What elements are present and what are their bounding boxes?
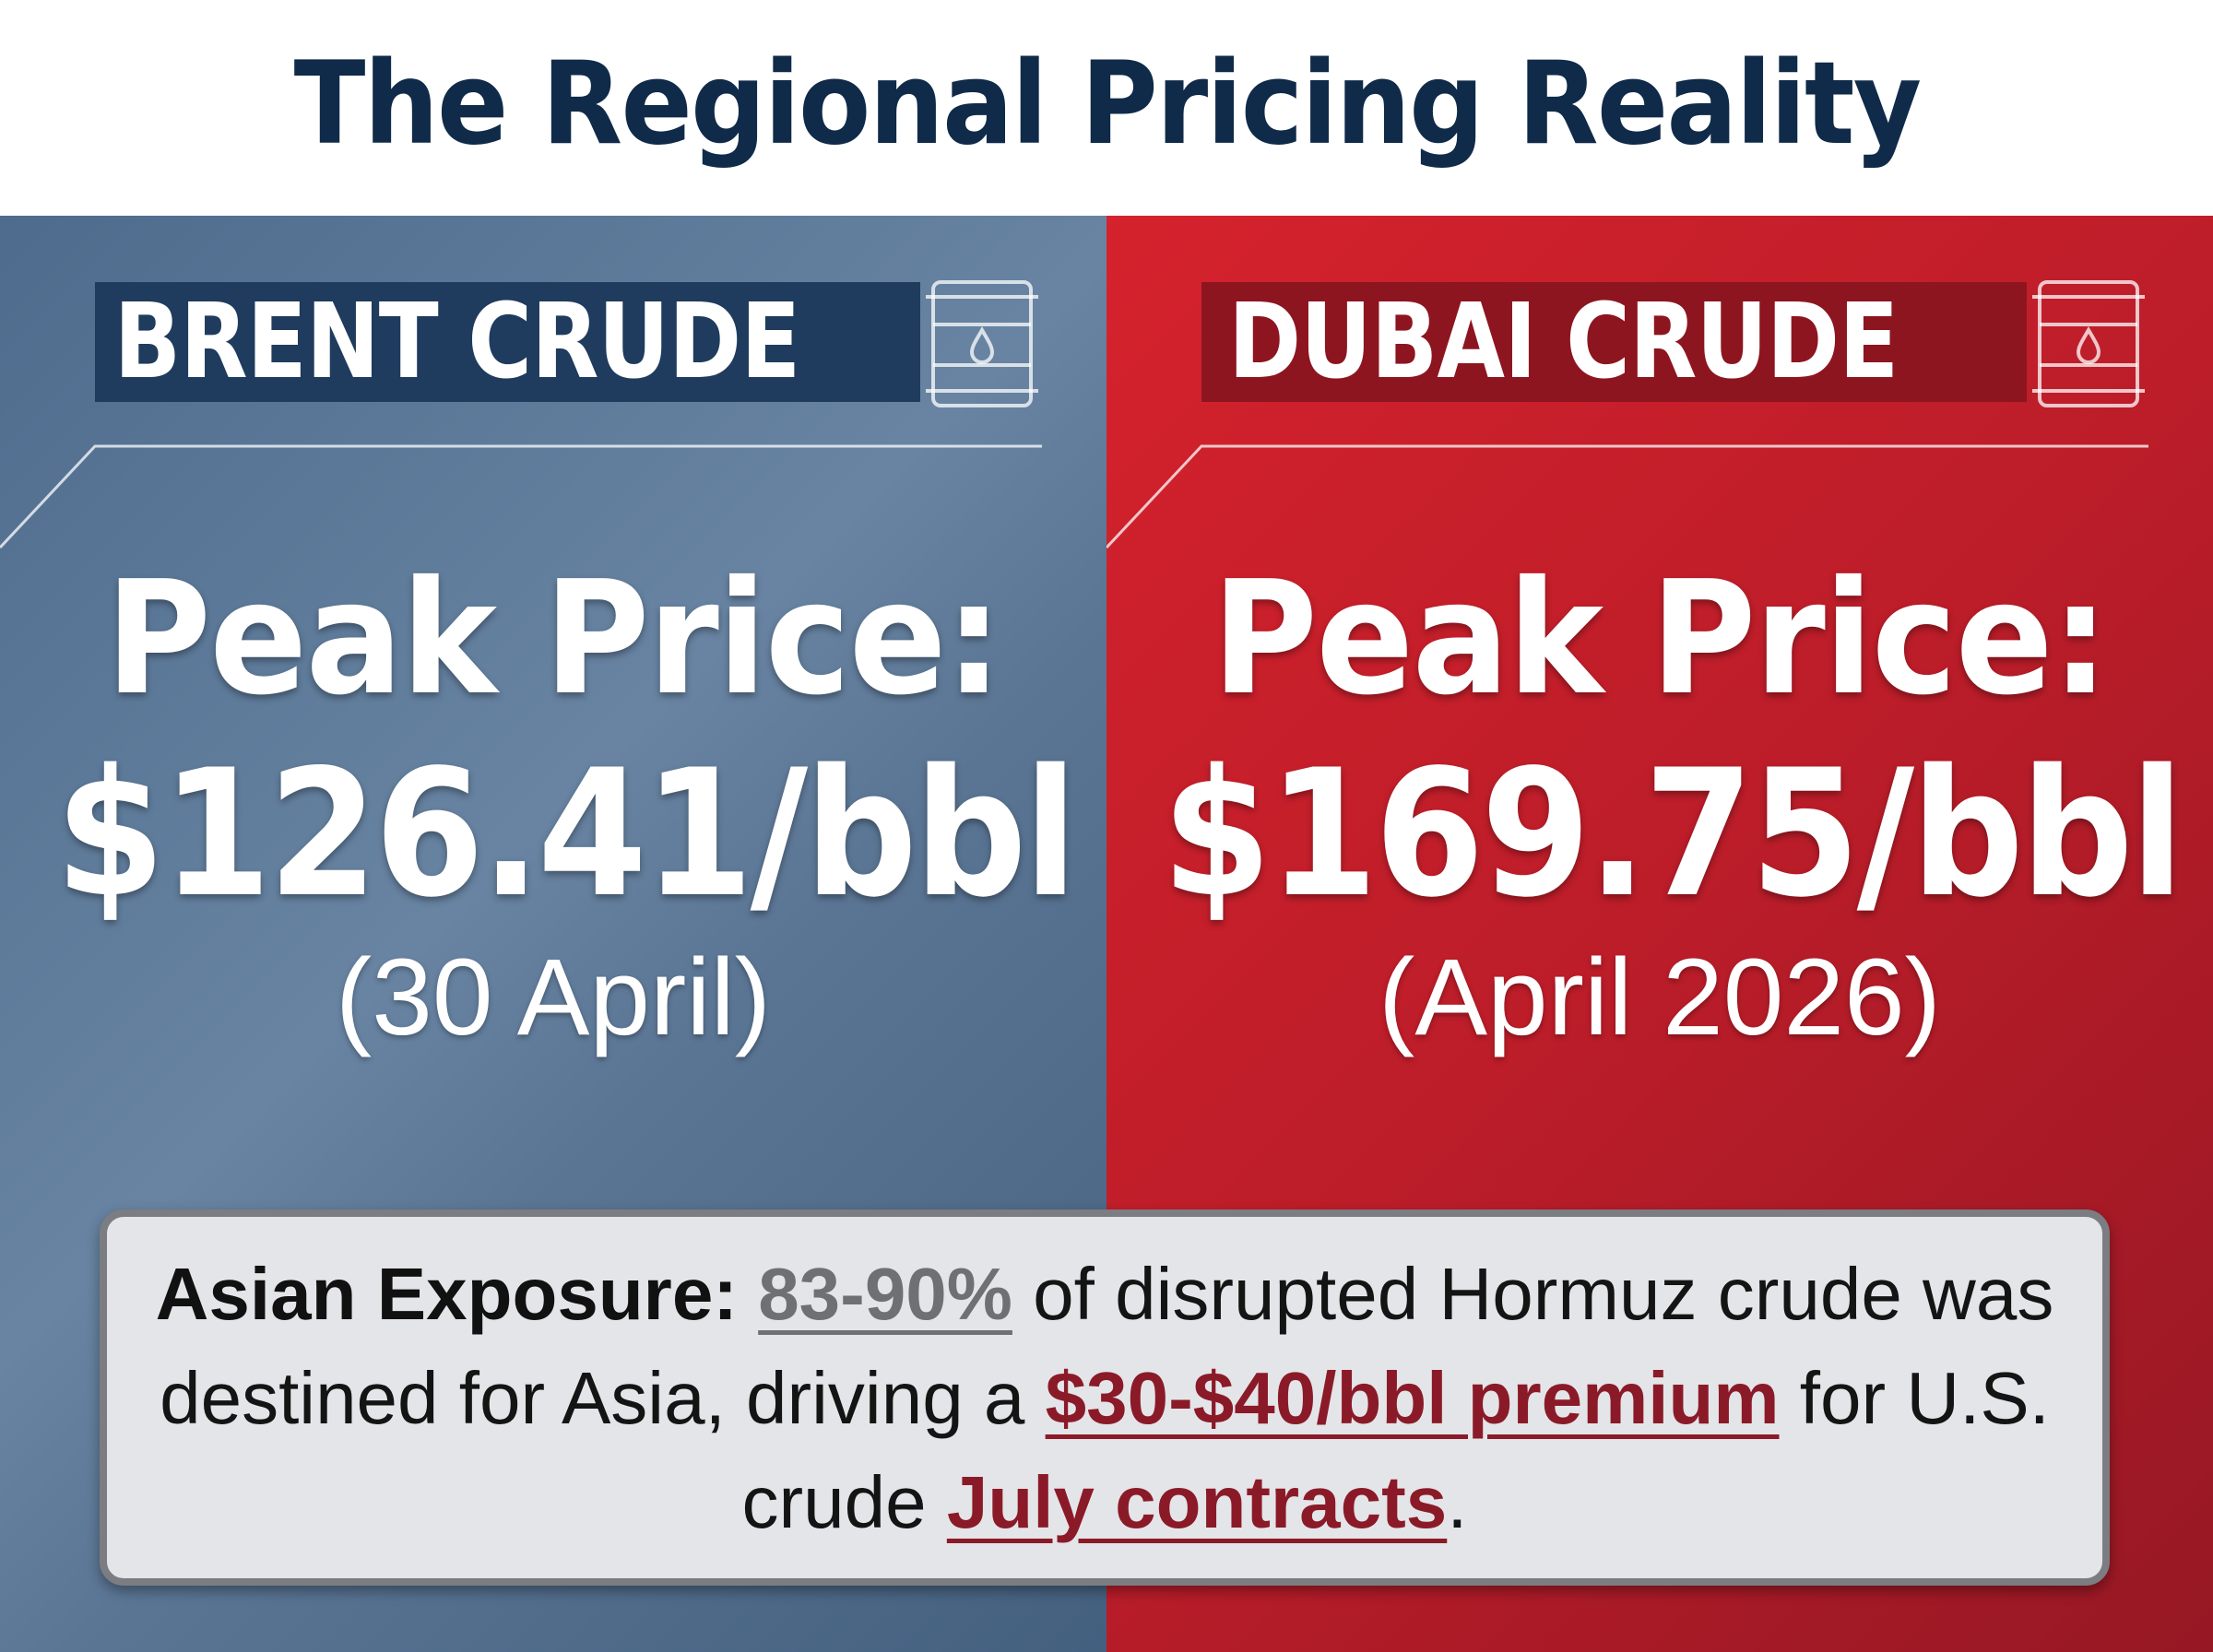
dubai-peak-label: Peak Price: xyxy=(1212,548,2109,730)
exposure-lead: Asian Exposure: xyxy=(155,1252,738,1335)
dubai-peak-date: (April 2026) xyxy=(1379,937,1941,1058)
panel-accent-line xyxy=(1106,444,2148,549)
exposure-text: Asian Exposure: 83-90% of disrupted Horm… xyxy=(146,1242,2064,1554)
exposure-premium: $30-$40/bbl premium xyxy=(1045,1356,1780,1439)
oil-barrel-icon xyxy=(926,280,1038,407)
exposure-text-2: for U.S. crude xyxy=(741,1356,2050,1543)
title-bar: The Regional Pricing Reality xyxy=(0,0,2213,216)
brent-peak-value: $126.41/bbl xyxy=(55,732,1078,936)
exposure-text-1: of disrupted Hormuz crude was destined f… xyxy=(160,1252,2054,1439)
dubai-peak-value: $169.75/bbl xyxy=(1162,732,2184,936)
brent-peak-label: Peak Price: xyxy=(105,548,1002,730)
exposure-percent: 83-90% xyxy=(758,1252,1012,1335)
panel-accent-line xyxy=(0,444,1042,549)
page-title: The Regional Pricing Reality xyxy=(293,38,1921,171)
dubai-label: DUBAI CRUDE xyxy=(1228,282,1899,402)
exposure-end: . xyxy=(1447,1460,1468,1543)
asian-exposure-callout: Asian Exposure: 83-90% of disrupted Horm… xyxy=(100,1210,2110,1586)
dubai-label-box: DUBAI CRUDE xyxy=(1201,282,2027,402)
oil-barrel-icon xyxy=(2032,280,2145,407)
exposure-contracts: July contracts xyxy=(946,1460,1448,1543)
brent-label: BRENT CRUDE xyxy=(113,282,801,402)
brent-peak-date: (30 April) xyxy=(335,937,772,1058)
brent-label-box: BRENT CRUDE xyxy=(95,282,920,402)
